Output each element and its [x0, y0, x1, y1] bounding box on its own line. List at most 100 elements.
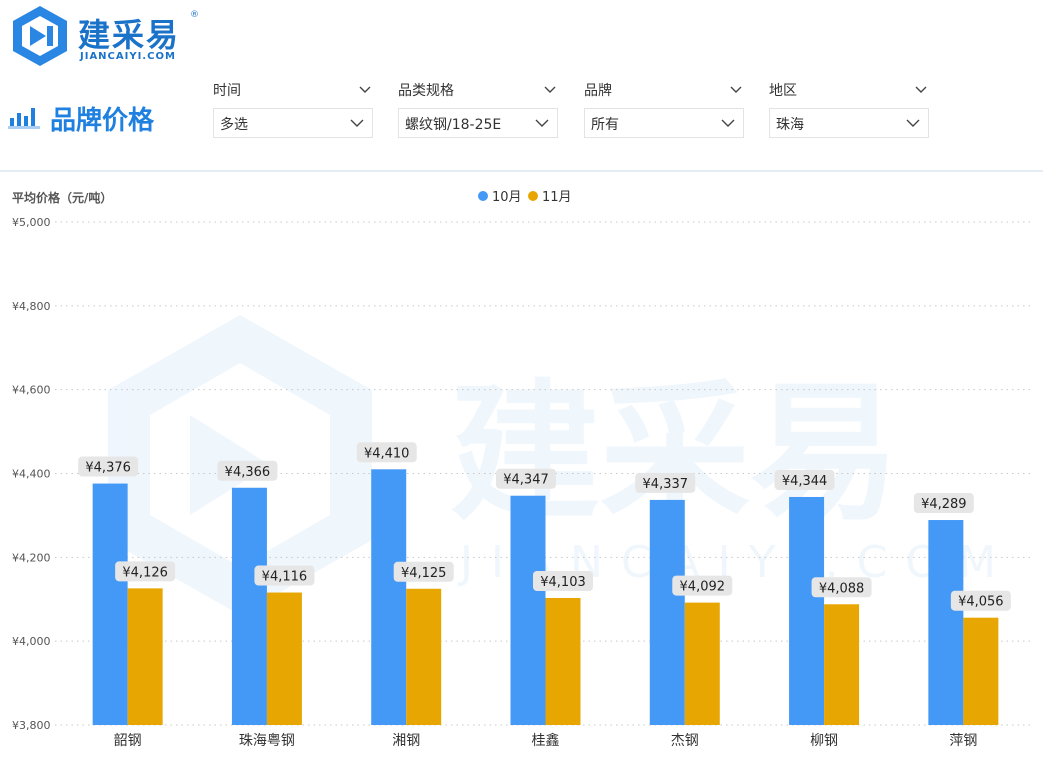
filter-category-select[interactable]: 螺纹钢/18-25E	[398, 108, 558, 138]
bar	[545, 597, 581, 725]
data-label: ¥4,092	[680, 580, 726, 595]
data-label: ¥4,347	[503, 473, 549, 488]
y-tick-label: ¥4,600	[12, 384, 51, 397]
x-tick-label: 珠海粤钢	[239, 733, 295, 749]
bar	[963, 617, 999, 725]
bar	[789, 496, 825, 725]
data-label: ¥4,116	[262, 570, 308, 585]
chevron-down-icon[interactable]	[915, 86, 927, 94]
data-label-bg	[672, 575, 733, 596]
legend-marker	[528, 191, 538, 201]
filter-region-select[interactable]: 珠海	[769, 108, 929, 138]
filter-category-value: 螺纹钢/18-25E	[405, 117, 502, 133]
bar	[266, 592, 302, 725]
chevron-down-icon[interactable]	[721, 119, 735, 127]
logo-registered-mark: ®	[190, 10, 199, 20]
data-label: ¥4,289	[921, 497, 967, 512]
bar	[649, 499, 685, 725]
bar	[406, 588, 442, 725]
x-tick-label: 韶钢	[114, 733, 142, 749]
bar	[824, 604, 860, 725]
filter-time: 时间 多选	[213, 80, 373, 138]
data-label: ¥4,410	[364, 446, 410, 461]
y-tick-label: ¥4,000	[12, 635, 51, 648]
bar-chart: 建采易 JIANCAIYI.COM 平均价格（元/吨） 10月 11月 ¥3,80…	[12, 190, 1030, 749]
bar	[928, 520, 964, 725]
bar	[510, 495, 546, 725]
chevron-down-icon[interactable]	[359, 86, 371, 94]
chevron-down-icon[interactable]	[350, 119, 364, 127]
chart-legend: 10月 11月	[478, 190, 572, 205]
bar	[371, 469, 407, 725]
filter-category-header[interactable]: 品类规格	[398, 80, 558, 102]
filter-region-label: 地区	[769, 83, 797, 99]
data-label: ¥4,056	[958, 595, 1004, 610]
data-labels: ¥4,376 ¥4,126 ¥4,366 ¥4,116 ¥4,410 ¥4,125 ¥4,3…	[78, 442, 1011, 611]
chevron-down-icon[interactable]	[730, 86, 742, 94]
data-label-bg	[774, 469, 835, 490]
data-label: ¥4,376	[85, 461, 131, 476]
logo-subtext: JIANCAIYI.COM	[80, 51, 176, 62]
data-label: ¥4,103	[540, 575, 586, 590]
filter-brand: 品牌 所有	[584, 80, 744, 138]
filter-region: 地区 珠海	[769, 80, 929, 138]
chevron-down-icon[interactable]	[906, 119, 920, 127]
filter-time-header[interactable]: 时间	[213, 80, 373, 102]
y-tick-label: ¥3,800	[12, 719, 51, 732]
chevron-down-icon[interactable]	[544, 86, 556, 94]
bar	[127, 588, 163, 725]
bars	[92, 469, 999, 725]
filter-brand-label: 品牌	[584, 83, 612, 99]
data-label-bg	[78, 456, 139, 477]
data-label: ¥4,088	[819, 581, 865, 596]
data-label-bg	[950, 590, 1011, 611]
y-tick-label: ¥4,400	[12, 468, 51, 481]
brand-logo: 建采易 ® JIANCAIYI.COM	[8, 4, 208, 70]
header-divider	[0, 170, 1043, 172]
filter-brand-value: 所有	[591, 117, 619, 133]
data-label-bg	[115, 561, 176, 582]
data-label-bg	[356, 442, 417, 463]
x-tick-label: 萍钢	[949, 733, 977, 749]
data-label: ¥4,337	[643, 477, 689, 492]
x-tick-label: 桂鑫	[532, 732, 560, 749]
data-label-bg	[913, 493, 974, 514]
bar	[231, 487, 267, 725]
filter-time-value: 多选	[220, 117, 248, 133]
filter-category: 品类规格 螺纹钢/18-25E	[398, 80, 558, 138]
data-label-bg	[811, 577, 872, 598]
data-label-bg	[217, 460, 278, 481]
bar	[684, 602, 720, 725]
y-axis-ticks: ¥3,800 ¥4,000 ¥4,200 ¥4,400 ¥4,600 ¥4,800 ¥5,0…	[12, 216, 51, 732]
y-tick-label: ¥5,000	[12, 216, 51, 229]
x-tick-label: 杰钢	[671, 733, 699, 749]
data-label-bg	[393, 561, 454, 582]
data-label: ¥4,344	[782, 474, 828, 489]
x-tick-label: 湘钢	[392, 733, 420, 749]
filter-time-label: 时间	[213, 83, 241, 99]
x-axis-ticks: 韶钢 珠海粤钢 湘钢 桂鑫 杰钢 柳钢 萍钢	[114, 732, 978, 749]
chevron-down-icon[interactable]	[535, 119, 549, 127]
filter-brand-select[interactable]: 所有	[584, 108, 744, 138]
filter-time-select[interactable]: 多选	[213, 108, 373, 138]
data-label-bg	[496, 468, 556, 489]
data-label: ¥4,125	[401, 566, 447, 581]
legend-label: 10月	[492, 190, 522, 205]
filter-region-value: 珠海	[776, 117, 804, 133]
page-title: 品牌价格	[50, 106, 155, 136]
legend-label: 11月	[542, 190, 572, 205]
data-label-bg	[635, 472, 696, 493]
logo-hexagon-icon	[13, 6, 67, 66]
y-tick-label: ¥4,800	[12, 300, 51, 313]
y-axis-title: 平均价格（元/吨）	[12, 190, 112, 205]
bar-chart-icon	[8, 108, 40, 129]
data-label-bg	[533, 570, 593, 591]
data-label: ¥4,126	[122, 565, 168, 580]
data-label: ¥4,366	[225, 465, 271, 480]
y-tick-label: ¥4,200	[12, 551, 51, 564]
legend-marker	[478, 191, 488, 201]
filter-brand-header[interactable]: 品牌	[584, 80, 744, 102]
data-label-bg	[254, 565, 315, 586]
logo-text: 建采易	[78, 16, 181, 54]
filter-region-header[interactable]: 地区	[769, 80, 929, 102]
